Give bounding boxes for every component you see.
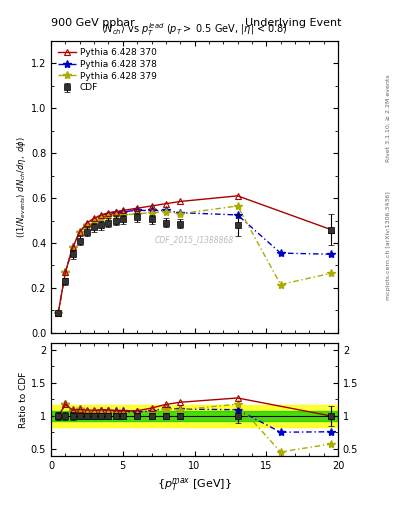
Pythia 6.428 378	[63, 269, 68, 275]
Line: Pythia 6.428 370: Pythia 6.428 370	[55, 193, 334, 316]
Pythia 6.428 378	[99, 214, 104, 220]
Pythia 6.428 379	[113, 212, 118, 218]
Pythia 6.428 370	[77, 229, 82, 235]
Pythia 6.428 379	[178, 211, 183, 217]
Pythia 6.428 379	[84, 222, 89, 228]
Pythia 6.428 379	[77, 229, 82, 235]
Pythia 6.428 370	[113, 208, 118, 215]
Pythia 6.428 379	[106, 213, 111, 219]
Pythia 6.428 370	[178, 199, 183, 205]
Text: Underlying Event: Underlying Event	[245, 18, 342, 28]
Pythia 6.428 378	[113, 209, 118, 216]
Pythia 6.428 370	[70, 244, 75, 250]
Pythia 6.428 370	[149, 203, 154, 209]
Pythia 6.428 379	[120, 212, 125, 218]
Pythia 6.428 379	[163, 208, 168, 215]
Pythia 6.428 379	[278, 282, 283, 288]
Pythia 6.428 378	[329, 251, 333, 258]
Pythia 6.428 379	[63, 269, 68, 275]
Text: 900 GeV ppbar: 900 GeV ppbar	[51, 18, 135, 28]
Y-axis label: $((1/N_{events})\ dN_{ch}/d\eta,\ d\phi)$: $((1/N_{events})\ dN_{ch}/d\eta,\ d\phi)…	[15, 136, 28, 238]
Pythia 6.428 370	[329, 226, 333, 232]
Pythia 6.428 379	[135, 211, 140, 217]
Pythia 6.428 379	[149, 209, 154, 216]
Pythia 6.428 379	[99, 215, 104, 221]
Legend: Pythia 6.428 370, Pythia 6.428 378, Pythia 6.428 379, CDF: Pythia 6.428 370, Pythia 6.428 378, Pyth…	[55, 46, 160, 95]
Pythia 6.428 370	[92, 215, 97, 221]
Pythia 6.428 378	[135, 207, 140, 214]
Pythia 6.428 370	[120, 207, 125, 214]
Pythia 6.428 379	[329, 270, 333, 276]
Pythia 6.428 370	[163, 201, 168, 207]
Text: CDF_2015_I1388868: CDF_2015_I1388868	[155, 235, 234, 244]
X-axis label: $\{p_T^{max}\ [\mathrm{GeV}]\}$: $\{p_T^{max}\ [\mathrm{GeV}]\}$	[157, 476, 232, 493]
Pythia 6.428 378	[92, 218, 97, 224]
Pythia 6.428 378	[56, 310, 61, 316]
Pythia 6.428 378	[149, 207, 154, 214]
Y-axis label: Ratio to CDF: Ratio to CDF	[19, 371, 28, 428]
Pythia 6.428 378	[178, 209, 183, 216]
Pythia 6.428 370	[56, 310, 61, 316]
Pythia 6.428 379	[235, 203, 240, 209]
Text: $\langle N_{ch}\rangle$ vs $p_T^{lead}$ ($p_T >$ 0.5 GeV, $|\eta|$ < 0.8): $\langle N_{ch}\rangle$ vs $p_T^{lead}$ …	[101, 21, 288, 38]
Pythia 6.428 379	[56, 310, 61, 316]
Pythia 6.428 378	[70, 244, 75, 250]
Pythia 6.428 378	[77, 229, 82, 235]
Pythia 6.428 378	[163, 207, 168, 214]
Pythia 6.428 378	[120, 208, 125, 215]
Pythia 6.428 379	[92, 218, 97, 224]
Pythia 6.428 370	[235, 193, 240, 199]
Pythia 6.428 379	[70, 244, 75, 250]
Pythia 6.428 370	[63, 269, 68, 275]
Pythia 6.428 378	[278, 250, 283, 256]
Pythia 6.428 370	[135, 205, 140, 211]
Pythia 6.428 378	[84, 222, 89, 228]
Line: Pythia 6.428 379: Pythia 6.428 379	[54, 202, 335, 317]
Pythia 6.428 370	[84, 220, 89, 226]
Line: Pythia 6.428 378: Pythia 6.428 378	[54, 206, 335, 317]
Pythia 6.428 370	[106, 209, 111, 216]
Pythia 6.428 378	[235, 212, 240, 218]
Text: Rivet 3.1.10, ≥ 2.2M events: Rivet 3.1.10, ≥ 2.2M events	[386, 74, 391, 162]
Pythia 6.428 370	[99, 212, 104, 218]
Pythia 6.428 378	[106, 212, 111, 218]
Text: mcplots.cern.ch [arXiv:1306.3436]: mcplots.cern.ch [arXiv:1306.3436]	[386, 191, 391, 300]
